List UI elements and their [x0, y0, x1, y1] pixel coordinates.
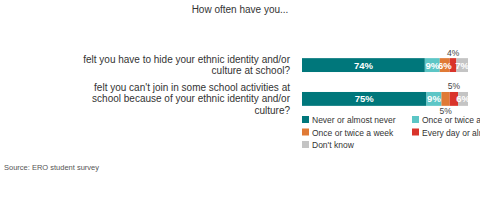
data-labels: 7%4%6%9%74%6%5%5%9%75% — [354, 48, 471, 117]
bar-segment — [427, 92, 442, 106]
legend-item: Once or twice a week — [302, 128, 394, 138]
legend-label: Every day or almost every day — [422, 128, 480, 138]
source: Source: ERO student survey — [4, 163, 99, 172]
legend-swatch — [302, 141, 309, 148]
legend-swatch — [412, 116, 419, 123]
legend-label: Never or almost never — [312, 115, 396, 125]
data-label: 7% — [455, 60, 469, 71]
bar-segment — [425, 58, 440, 72]
legend-item: Once or twice a month — [412, 115, 480, 125]
category-label: felt you have to hide your ethnic identi… — [83, 54, 290, 77]
bars — [302, 58, 468, 106]
data-label: 5% — [448, 81, 461, 91]
data-label: 6% — [456, 93, 470, 104]
legend-item: Every day or almost every day — [412, 128, 480, 138]
data-label: 9% — [425, 60, 439, 71]
bar-segment — [441, 92, 449, 106]
legend-item: Don't know — [302, 140, 355, 150]
data-label: 75% — [355, 93, 375, 104]
category-label: felt you can't join in some school activ… — [92, 82, 291, 116]
category-labels: felt you have to hide your ethnic identi… — [83, 54, 290, 116]
legend-label: Don't know — [312, 140, 355, 150]
title: How often have you... — [192, 4, 289, 15]
legend-swatch — [412, 129, 419, 136]
legend-swatch — [302, 129, 309, 136]
data-label: 74% — [354, 60, 374, 71]
legend-label: Once or twice a week — [312, 128, 394, 138]
legend-swatch — [302, 116, 309, 123]
legend: Never or almost never Once or twice a mon… — [302, 115, 480, 150]
legend-label: Once or twice a month — [422, 115, 480, 125]
data-label: 9% — [427, 93, 441, 104]
bar-segment — [302, 58, 425, 72]
data-label: 4% — [447, 48, 460, 58]
legend-item: Never or almost never — [302, 115, 396, 125]
data-label: 6% — [438, 60, 452, 71]
chart: How often have you... felt you have to hi… — [0, 0, 480, 198]
bar-segment — [302, 92, 427, 106]
